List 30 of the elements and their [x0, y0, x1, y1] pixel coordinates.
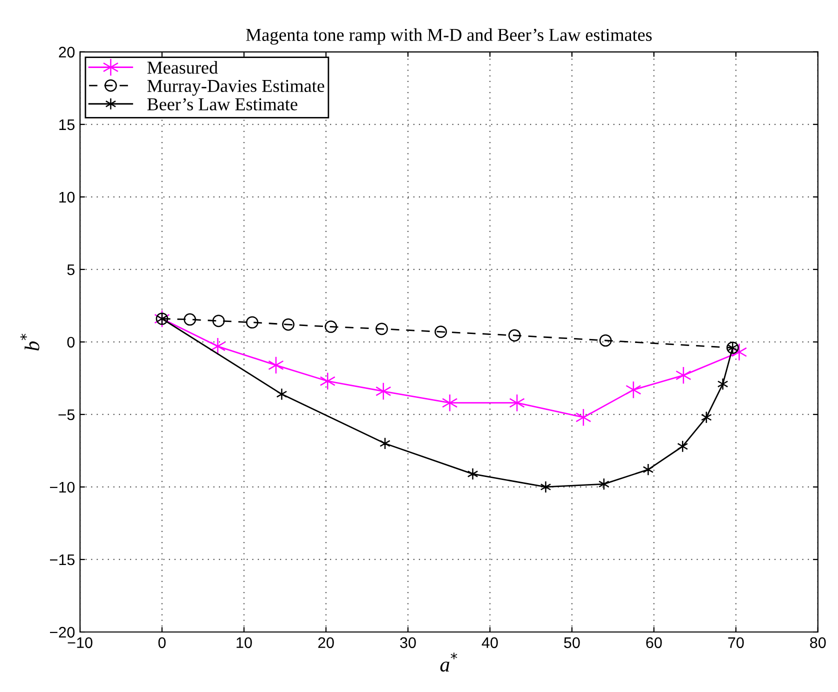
- x-tick-label: 80: [810, 637, 826, 648]
- y-tick-label: −10: [50, 482, 75, 493]
- legend-label: Beer’s Law Estimate: [147, 98, 298, 110]
- y-tick-label: 10: [59, 192, 75, 203]
- x-tick-label: 70: [728, 637, 744, 648]
- y-tick-label: 20: [58, 46, 75, 58]
- point: [467, 468, 478, 480]
- chart-title: Magenta tone ramp with M-D and Beer’s Law estimates: [246, 28, 652, 45]
- point: [642, 463, 654, 476]
- x-tick-label: 30: [400, 637, 416, 648]
- y-tick-label: −5: [58, 409, 75, 420]
- y-tick-label: 15: [59, 119, 75, 130]
- x-tick-label: 60: [646, 637, 662, 648]
- y-tick-label: 5: [67, 264, 75, 276]
- y-axis-title: b$^{*}$: [20, 334, 40, 350]
- legend-label: Measured: [147, 61, 218, 74]
- point: [380, 437, 390, 450]
- x-tick-label: 10: [236, 637, 252, 648]
- y-tick-label: −15: [50, 554, 75, 566]
- y-tick-label: −20: [50, 626, 75, 638]
- legend-label: Murray-Davies Estimate: [147, 80, 324, 96]
- x-tick-label: 20: [318, 637, 334, 648]
- x-tick-label: 50: [564, 637, 580, 648]
- point: [540, 480, 552, 494]
- y-tick-label: 0: [67, 336, 75, 348]
- x-tick-label: 40: [482, 637, 498, 648]
- x-axis-title: a$^{*}$: [440, 652, 458, 672]
- point: [598, 478, 610, 490]
- x-tick-label: 0: [158, 637, 166, 648]
- point: [677, 440, 688, 453]
